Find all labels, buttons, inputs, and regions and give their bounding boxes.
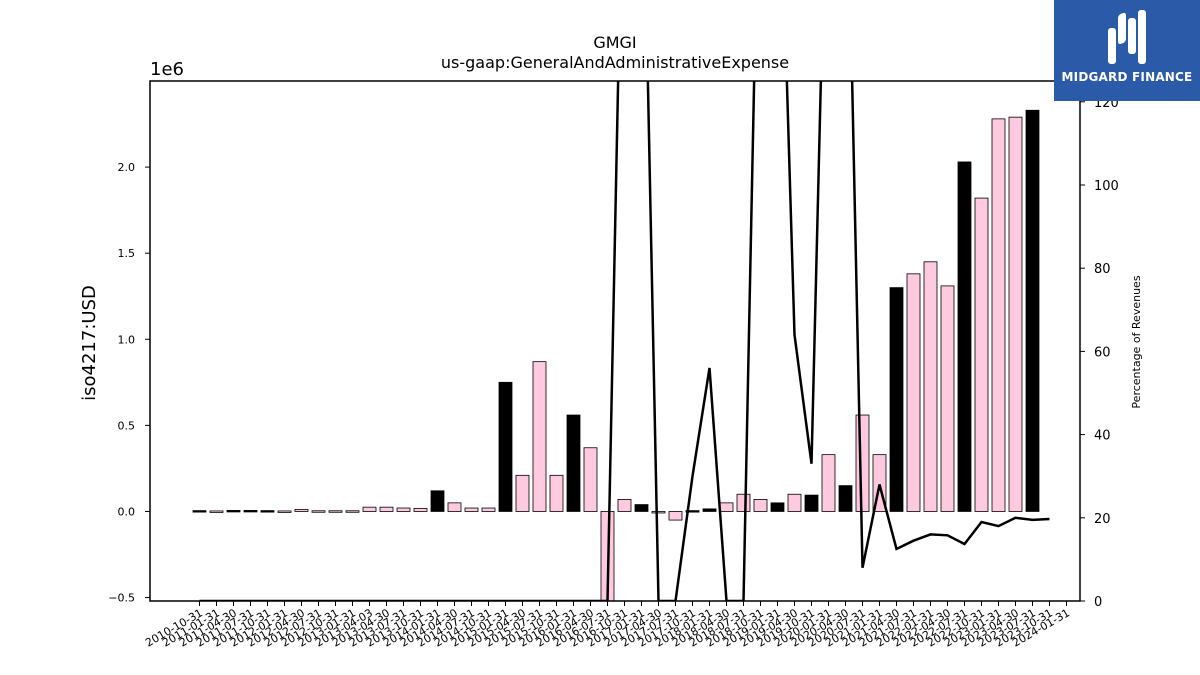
chart-subtitle: us-gaap:GeneralAndAdministrativeExpense: [441, 53, 789, 72]
y2-tick-label: 60: [1094, 345, 1111, 360]
bar-2015-04-30: [515, 474, 530, 512]
y-tick-label: −0.5: [108, 592, 135, 605]
y-tick-label: 1.5: [118, 247, 136, 260]
y-axis-label: iso4217:USD: [79, 285, 100, 401]
bar-2013-04-30: [379, 506, 394, 512]
y2-axis-label: Percentage of Revenues: [1130, 275, 1143, 408]
bars-group: [192, 109, 1040, 602]
bar-2021-07-31: [906, 273, 921, 512]
y2-tick-label: 20: [1094, 512, 1111, 527]
bar-2011-07-31: [243, 510, 258, 513]
bar-2015-01-31: [498, 381, 513, 512]
bar-2014-04-30: [447, 502, 462, 512]
bar-2022-10-31: [974, 197, 989, 512]
bar-2018-07-31: [736, 493, 751, 512]
bar-2020-07-31: [855, 414, 870, 512]
bar-2012-04-30: [294, 508, 309, 512]
bar-2019-04-30: [787, 493, 802, 512]
y2-tick-label: 0: [1094, 595, 1102, 610]
bar-2017-10-31: [685, 510, 700, 513]
line-group: [199, 81, 1050, 601]
y-tick-label: 0.0: [118, 505, 136, 518]
y-axis-ticks: −0.5 0.0 0.5 1.0 1.5 2.0: [108, 161, 150, 605]
chart-title: GMGI: [593, 33, 636, 52]
bar-2021-04-30: [889, 287, 904, 512]
bar-2018-01-31: [702, 508, 717, 512]
bar-2017-04-30: [651, 511, 666, 514]
x-axis-ticks: 2010-10-312011-01-312011-04-302011-07-31…: [143, 601, 1072, 650]
bar-2016-10-31: [617, 499, 632, 512]
bar-2018-10-31: [753, 499, 768, 512]
bar-2015-07-31: [532, 361, 547, 512]
bar-2020-04-30: [838, 485, 853, 512]
bar-2022-04-30: [940, 285, 955, 512]
midgard-finance-logo: MIDGARD FINANCE: [1054, 0, 1200, 101]
bar-2017-07-31: [668, 511, 683, 521]
y-tick-label: 2.0: [118, 161, 136, 174]
bar-2013-10-31: [413, 507, 428, 512]
y2-tick-label: 40: [1094, 429, 1111, 444]
y-offset-label: 1e6: [150, 59, 184, 80]
bar-2012-07-31: [311, 510, 326, 513]
bar-2012-01-31: [277, 510, 292, 513]
bar-2013-04-03: [362, 506, 377, 512]
percentage-line: [199, 81, 1050, 601]
bar-2012-10-31: [328, 510, 343, 513]
y2-tick-label: 100: [1094, 179, 1119, 194]
bar-2011-01-31: [209, 510, 224, 513]
bar-2016-01-31: [566, 414, 581, 512]
bar-2017-01-31: [634, 504, 649, 512]
bar-2020-01-31: [821, 454, 836, 512]
logo-text: MIDGARD FINANCE: [1061, 70, 1193, 84]
bar-2019-01-31: [770, 502, 785, 512]
bar-2014-07-31: [464, 507, 479, 512]
midgard-logo-icon: [1108, 10, 1146, 64]
y2-tick-label: 80: [1094, 262, 1111, 277]
bar-2010-10-31: [192, 510, 207, 513]
plot-frame: [149, 80, 1081, 602]
bar-2014-10-31: [481, 507, 496, 512]
bar-2011-10-31: [260, 510, 275, 513]
bar-2011-04-30: [226, 510, 241, 513]
bar-2023-04-30: [1008, 116, 1023, 512]
y-tick-label: 0.5: [118, 419, 136, 432]
bar-2016-04-30: [583, 447, 598, 512]
y-tick-label: 1.0: [118, 333, 136, 346]
bar-2023-01-31: [991, 118, 1006, 512]
bar-2018-04-30: [719, 502, 734, 512]
bar-2015-10-31: [549, 474, 564, 512]
bar-2013-01-31: [345, 510, 360, 513]
bar-2019-10-31: [804, 494, 819, 512]
bar-2013-07-31: [396, 507, 411, 512]
bar-2022-07-31: [957, 161, 972, 512]
bar-2014-01-31: [430, 490, 445, 512]
bar-2023-07-31: [1025, 109, 1040, 512]
bar-2022-01-31: [923, 261, 938, 512]
